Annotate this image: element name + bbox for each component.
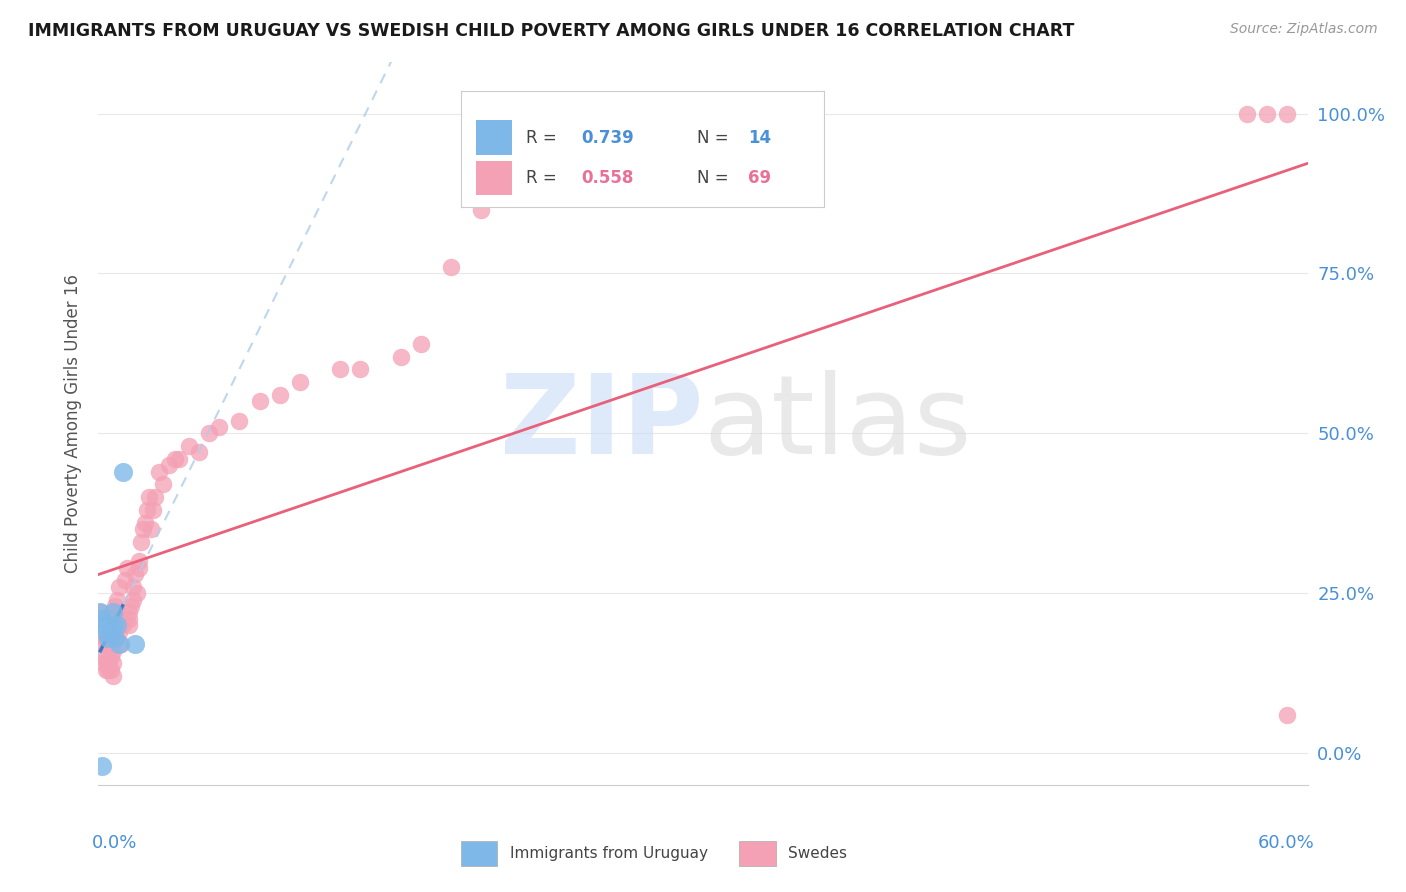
Point xyxy=(249,394,271,409)
Point xyxy=(1236,106,1258,120)
Point xyxy=(120,599,142,613)
Point xyxy=(100,624,122,639)
Point xyxy=(163,451,186,466)
Point xyxy=(1277,106,1299,120)
Point xyxy=(128,560,150,574)
Point xyxy=(228,413,250,427)
Point xyxy=(148,465,170,479)
Point xyxy=(93,657,115,671)
Point xyxy=(96,663,118,677)
Point xyxy=(97,631,120,645)
Point xyxy=(93,631,115,645)
Point xyxy=(134,516,156,530)
Text: atlas: atlas xyxy=(703,370,972,477)
Text: Source: ZipAtlas.com: Source: ZipAtlas.com xyxy=(1230,22,1378,37)
Point xyxy=(101,643,124,657)
Point xyxy=(157,458,180,473)
Point xyxy=(132,522,155,536)
Point xyxy=(97,657,120,671)
Point xyxy=(103,631,125,645)
Point xyxy=(135,503,157,517)
Point xyxy=(107,637,129,651)
Y-axis label: Child Poverty Among Girls Under 16: Child Poverty Among Girls Under 16 xyxy=(63,274,82,574)
Point xyxy=(128,554,150,568)
Point xyxy=(118,612,141,626)
Point xyxy=(107,624,129,639)
Point xyxy=(97,618,120,632)
Point xyxy=(103,631,125,645)
Point xyxy=(96,624,118,639)
Point xyxy=(389,350,412,364)
Point xyxy=(103,612,125,626)
Point xyxy=(142,503,165,517)
Text: 60.0%: 60.0% xyxy=(1258,834,1315,852)
Point xyxy=(115,560,138,574)
Point xyxy=(188,445,211,459)
Point xyxy=(349,362,371,376)
Point xyxy=(125,586,148,600)
Point xyxy=(103,599,125,613)
Point xyxy=(91,650,114,665)
Point xyxy=(114,574,136,588)
Point xyxy=(139,522,162,536)
Point xyxy=(121,592,143,607)
Point xyxy=(138,490,160,504)
Text: 0.0%: 0.0% xyxy=(91,834,136,852)
Point xyxy=(89,605,111,619)
Point xyxy=(1277,707,1299,722)
Point xyxy=(100,663,122,677)
Point xyxy=(105,605,128,619)
Point xyxy=(89,605,111,619)
Point xyxy=(329,362,352,376)
Point xyxy=(409,336,432,351)
Point xyxy=(167,451,190,466)
Point xyxy=(101,669,124,683)
Point xyxy=(93,618,115,632)
Point xyxy=(269,388,291,402)
Point xyxy=(198,426,221,441)
Point xyxy=(143,490,166,504)
Point xyxy=(101,605,124,619)
Text: ZIP: ZIP xyxy=(499,370,703,477)
Point xyxy=(105,592,128,607)
Point xyxy=(91,758,114,772)
Point xyxy=(101,657,124,671)
Point xyxy=(470,202,492,217)
Point xyxy=(121,580,143,594)
Point xyxy=(179,439,201,453)
Point xyxy=(97,663,120,677)
Point xyxy=(107,580,129,594)
Point xyxy=(118,618,141,632)
Point xyxy=(111,465,134,479)
Point xyxy=(105,618,128,632)
Point xyxy=(100,631,122,645)
Point xyxy=(111,612,134,626)
Point xyxy=(100,650,122,665)
Point xyxy=(91,637,114,651)
Point xyxy=(110,637,132,651)
Text: IMMIGRANTS FROM URUGUAY VS SWEDISH CHILD POVERTY AMONG GIRLS UNDER 16 CORRELATIO: IMMIGRANTS FROM URUGUAY VS SWEDISH CHILD… xyxy=(28,22,1074,40)
Point xyxy=(101,618,124,632)
Point xyxy=(124,637,146,651)
Point xyxy=(118,605,141,619)
Point xyxy=(129,535,152,549)
Point xyxy=(124,566,146,581)
Point xyxy=(152,477,174,491)
Point xyxy=(288,375,311,389)
Point xyxy=(91,612,114,626)
Point xyxy=(440,260,463,274)
Point xyxy=(1256,106,1278,120)
Point xyxy=(111,618,134,632)
Point xyxy=(208,420,231,434)
Point xyxy=(96,643,118,657)
